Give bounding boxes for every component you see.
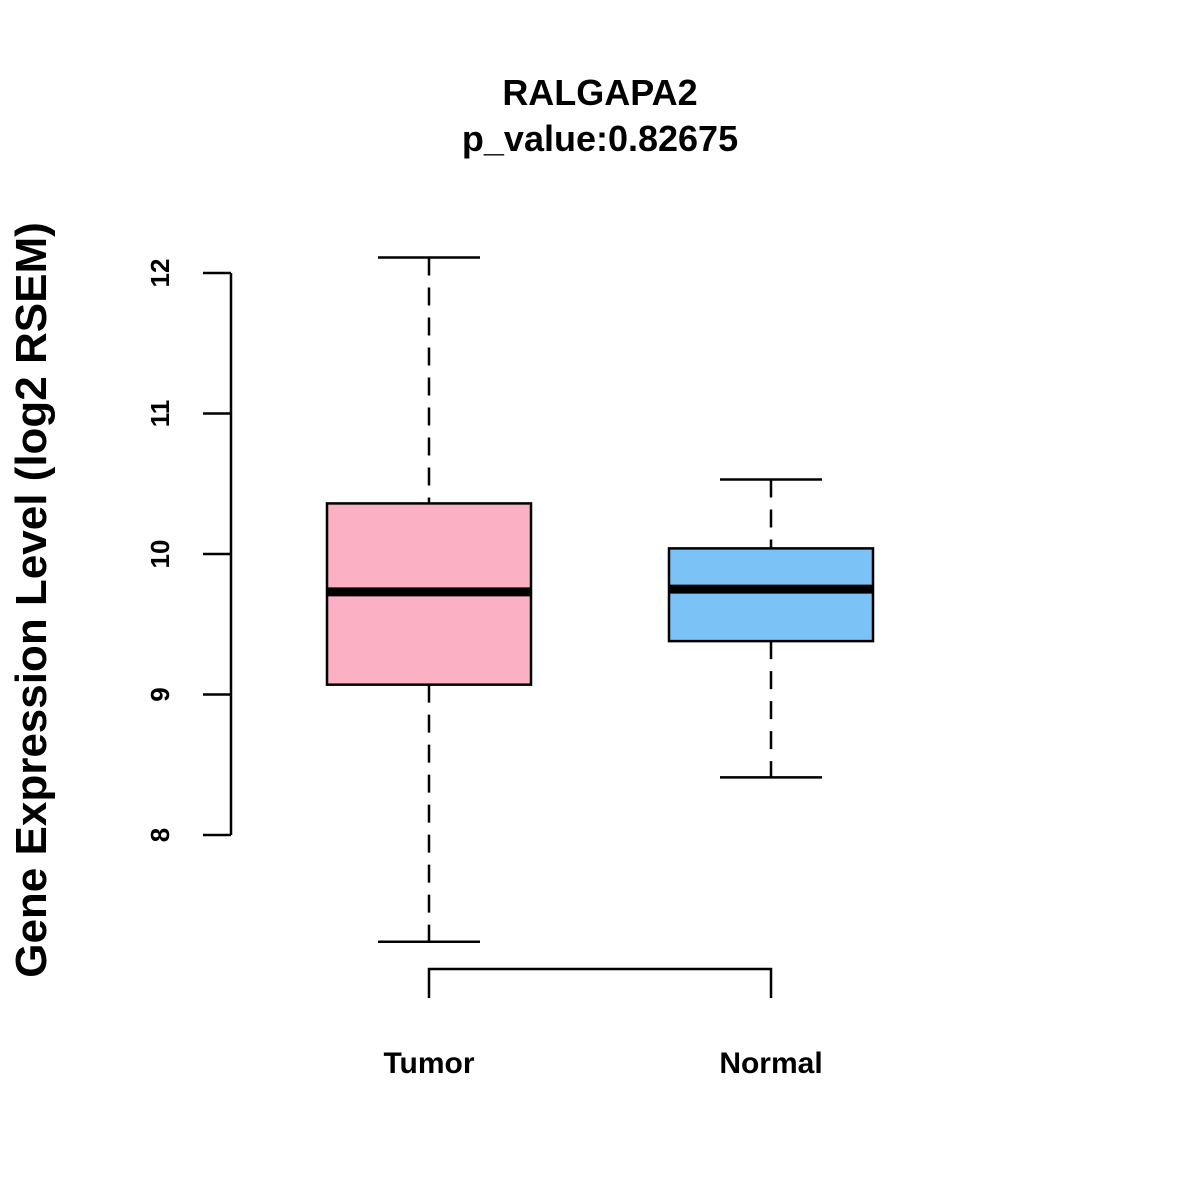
box-groups — [325, 256, 875, 944]
x-label-normal: Normal — [719, 1047, 822, 1080]
y-tick-label-9: 9 — [145, 687, 175, 701]
significance-bracket — [427, 967, 773, 998]
y-axis-label: Gene Expression Level (log2 RSEM) — [7, 222, 56, 978]
chart-title: RALGAPA2 — [502, 72, 697, 113]
y-tick-label-12: 12 — [145, 259, 175, 288]
y-tick-label-8: 8 — [145, 828, 175, 842]
y-tick-label-11: 11 — [145, 400, 175, 428]
x-axis-labels: Tumor Normal — [383, 1047, 822, 1080]
y-tick-label-10: 10 — [145, 540, 175, 569]
tumor-box-group — [325, 256, 533, 944]
chart-subtitle: p_value:0.82675 — [462, 118, 738, 159]
y-axis: 8 9 10 11 12 — [145, 259, 233, 842]
normal-box-group — [667, 478, 875, 779]
x-label-tumor: Tumor — [383, 1047, 474, 1080]
bracket-line — [427, 967, 773, 998]
normal-box — [667, 547, 875, 643]
